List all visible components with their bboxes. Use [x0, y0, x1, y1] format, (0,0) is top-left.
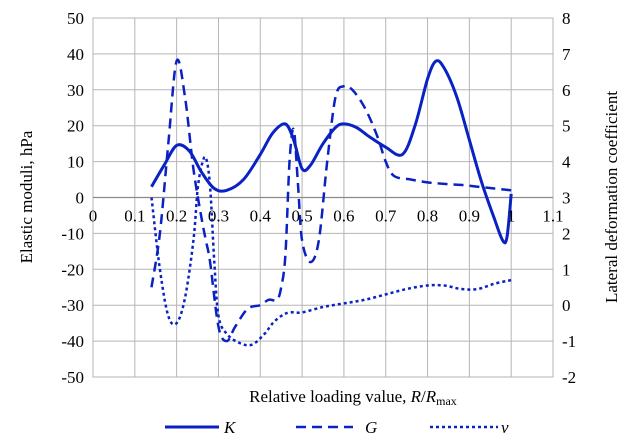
- x-tick-label: 1: [507, 207, 516, 226]
- y2-tick-label: 4: [562, 153, 571, 172]
- x-tick-label: 1.1: [542, 207, 563, 226]
- right-axis-ticks: 8 7 6 5 4 3 2 1 0 -1 -2: [562, 9, 576, 387]
- legend-label-v: v: [501, 418, 509, 437]
- series-line-k: [150, 59, 513, 245]
- legend-label-g: G: [365, 418, 377, 437]
- x-axis-ticks: 0 0.1 0.2 0.3 0.4 0.5 0.6 0.7 0.8 0.9 1 1.1: [89, 207, 564, 226]
- y-tick-label: -10: [61, 224, 84, 243]
- y-tick-label: -30: [61, 296, 84, 315]
- x-tick-label: 0.3: [208, 207, 229, 226]
- series-line-v: [150, 155, 512, 347]
- y-axis-title: Elastic moduli, hPa: [17, 130, 36, 263]
- y-tick-label: 30: [67, 81, 84, 100]
- y-tick-label: 50: [67, 9, 84, 28]
- y2-tick-label: -2: [562, 368, 576, 387]
- x-tick-label: 0.8: [417, 207, 438, 226]
- x-tick-label: 0.7: [375, 207, 397, 226]
- y2-tick-label: 2: [562, 224, 571, 243]
- legend-label-k: K: [223, 418, 237, 437]
- y2-tick-label: -1: [562, 332, 576, 351]
- x-axis-title-sub: max: [436, 394, 457, 408]
- x-tick-label: 0.2: [166, 207, 187, 226]
- y2-tick-label: 7: [562, 45, 571, 64]
- x-axis-title: Relative loading value, R/Rmax: [249, 387, 457, 408]
- y-tick-label: -40: [61, 332, 84, 351]
- y-tick-label: 40: [67, 45, 84, 64]
- x-axis-title-r2: R: [425, 387, 437, 406]
- y-tick-label: 20: [67, 117, 84, 136]
- y2-tick-label: 1: [562, 260, 571, 279]
- y2-tick-label: 0: [562, 296, 571, 315]
- y-tick-label: -50: [61, 368, 84, 387]
- y-tick-label: 10: [67, 153, 84, 172]
- x-tick-label: 0.4: [250, 207, 272, 226]
- y2-tick-label: 8: [562, 9, 571, 28]
- left-axis-ticks: 50 40 30 20 10 0 -10 -20 -30 -40 -50: [61, 9, 84, 387]
- x-tick-label: 0: [89, 207, 98, 226]
- y2-tick-label: 5: [562, 117, 571, 136]
- series-layer: [150, 58, 513, 347]
- y2-axis-title: Lateral deformation coefficient: [602, 91, 621, 303]
- x-tick-label: 0.1: [124, 207, 145, 226]
- x-axis-title-slash: /: [421, 387, 426, 406]
- x-tick-label: 0.6: [333, 207, 354, 226]
- series-line-g: [150, 58, 512, 343]
- x-axis-title-r: R: [410, 387, 422, 406]
- y-tick-label: 0: [76, 189, 85, 208]
- x-tick-label: 0.9: [459, 207, 480, 226]
- x-axis-title-text: Relative loading value,: [249, 387, 410, 406]
- y2-tick-label: 3: [562, 189, 571, 208]
- y2-tick-label: 6: [562, 81, 571, 100]
- legend: K G v: [165, 418, 509, 437]
- x-tick-label: 0.5: [291, 207, 312, 226]
- y-tick-label: -20: [61, 260, 84, 279]
